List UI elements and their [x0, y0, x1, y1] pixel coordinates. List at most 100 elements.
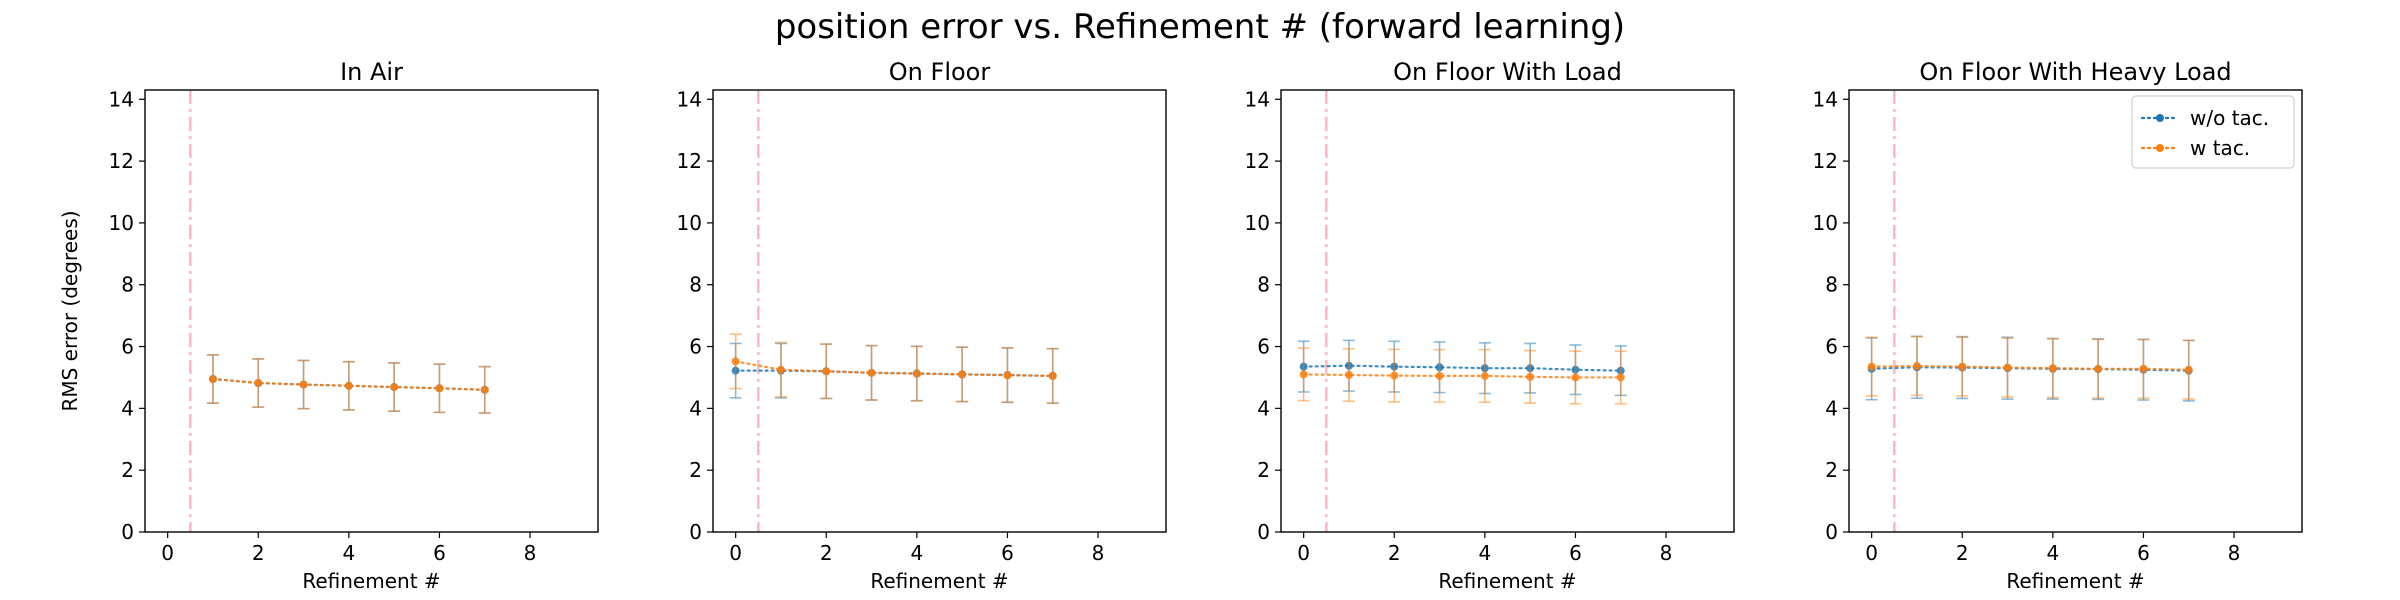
y-tick-label: 12: [1245, 149, 1270, 173]
axes-frame: [1848, 89, 2303, 533]
x-tick-label: 0: [1865, 541, 1878, 565]
subplot-title: On Floor With Heavy Load: [1919, 58, 2231, 86]
data-point: [2094, 364, 2103, 373]
series-w: [729, 333, 1059, 404]
x-tick-label: 2: [1388, 541, 1401, 565]
data-point: [912, 369, 921, 378]
series-line: [1302, 373, 1622, 379]
data-point: [1048, 371, 1057, 380]
y-tick-label: 14: [677, 87, 702, 111]
x-tick-label: 0: [161, 541, 174, 565]
y-tick-label: 12: [109, 149, 134, 173]
y-tick-label: 4: [1257, 396, 1270, 420]
y-tick-label: 4: [689, 396, 702, 420]
x-tick-label: 8: [524, 541, 537, 565]
series-w: [1865, 335, 2195, 400]
data-point: [1912, 362, 1921, 371]
legend-marker: [2156, 114, 2164, 122]
data-point: [390, 383, 399, 392]
y-tick-label: 0: [121, 520, 134, 544]
x-tick-label: 4: [1478, 541, 1491, 565]
y-tick-label: 14: [109, 87, 134, 111]
series-line: [1870, 364, 2190, 371]
x-axis-label: Refinement #: [2006, 569, 2144, 593]
x-tick-label: 0: [1297, 541, 1310, 565]
x-tick-label: 6: [1569, 541, 1582, 565]
x-tick-label: 4: [910, 541, 923, 565]
y-tick-label: 0: [689, 520, 702, 544]
data-point: [2139, 364, 2148, 373]
data-point: [958, 370, 967, 379]
series-line: [734, 360, 1054, 378]
x-tick-label: 4: [342, 541, 355, 565]
y-tick-label: 0: [1825, 520, 1838, 544]
y-tick-label: 6: [689, 335, 702, 359]
x-axis-label: Refinement #: [302, 569, 440, 593]
data-point: [1299, 370, 1308, 379]
legend-label: w/o tac.: [2190, 106, 2269, 130]
legend: w/o tac. w tac.: [2131, 95, 2295, 169]
axes-frame: [1280, 89, 1735, 533]
subplot-title: On Floor With Load: [1393, 58, 1622, 86]
y-tick-label: 8: [1257, 273, 1270, 297]
legend-label: w tac.: [2190, 136, 2250, 160]
y-tick-label: 0: [1257, 520, 1270, 544]
y-tick-label: 10: [109, 211, 134, 235]
data-point: [1867, 362, 1876, 371]
x-tick-label: 8: [1660, 541, 1673, 565]
data-point: [1958, 362, 1967, 371]
data-point: [776, 365, 785, 374]
x-tick-label: 6: [433, 541, 446, 565]
y-tick-label: 14: [1813, 87, 1838, 111]
x-tick-label: 2: [252, 541, 265, 565]
subplot-3: On Floor With Load 0 2 4 6 8 0 2 4 6 8 10 12 14 Refine…: [1245, 58, 1735, 593]
x-tick-label: 8: [1092, 541, 1105, 565]
data-point: [2003, 363, 2012, 372]
subplot-title: On Floor: [889, 58, 991, 86]
y-tick-label: 4: [1825, 396, 1838, 420]
x-tick-label: 8: [2228, 541, 2241, 565]
series-w: [1297, 347, 1627, 405]
data-point: [1616, 373, 1625, 382]
data-point: [731, 357, 740, 366]
x-axis-label: Refinement #: [870, 569, 1008, 593]
data-point: [1480, 371, 1489, 380]
legend-box: [2131, 95, 2295, 169]
data-point: [867, 368, 876, 377]
axes-frame: [144, 89, 599, 533]
data-point: [344, 381, 353, 390]
y-tick-label: 8: [689, 273, 702, 297]
data-point: [1344, 370, 1353, 379]
y-tick-label: 2: [121, 458, 134, 482]
data-point: [1526, 372, 1535, 381]
y-tick-label: 2: [1825, 458, 1838, 482]
series-line: [1302, 364, 1622, 372]
subplot-1: In Air 0 2 4 6 8 0 2 4 6 8 10 12 14 Refinement # RMS er…: [58, 58, 599, 593]
y-tick-label: 6: [1825, 335, 1838, 359]
data-point: [822, 367, 831, 376]
data-point: [435, 384, 444, 393]
data-point: [2048, 364, 2057, 373]
y-tick-label: 2: [689, 458, 702, 482]
data-point: [2184, 365, 2193, 374]
y-tick-label: 4: [121, 396, 134, 420]
y-tick-label: 6: [121, 335, 134, 359]
y-axis-label: RMS error (degrees): [58, 210, 82, 411]
y-tick-label: 12: [677, 149, 702, 173]
y-tick-label: 8: [121, 273, 134, 297]
data-point: [1003, 371, 1012, 380]
x-axis-label: Refinement #: [1438, 569, 1576, 593]
x-tick-label: 0: [729, 541, 742, 565]
x-tick-label: 2: [820, 541, 833, 565]
data-point: [1571, 373, 1580, 382]
series-w: [206, 354, 491, 414]
data-point: [1435, 371, 1444, 380]
y-tick-label: 8: [1825, 273, 1838, 297]
figure-title: position error vs. Refinement # (forward…: [775, 7, 1625, 47]
y-tick-label: 10: [677, 211, 702, 235]
x-tick-label: 2: [1956, 541, 1969, 565]
data-point: [1390, 371, 1399, 380]
data-point: [254, 379, 263, 388]
data-point: [299, 380, 308, 389]
